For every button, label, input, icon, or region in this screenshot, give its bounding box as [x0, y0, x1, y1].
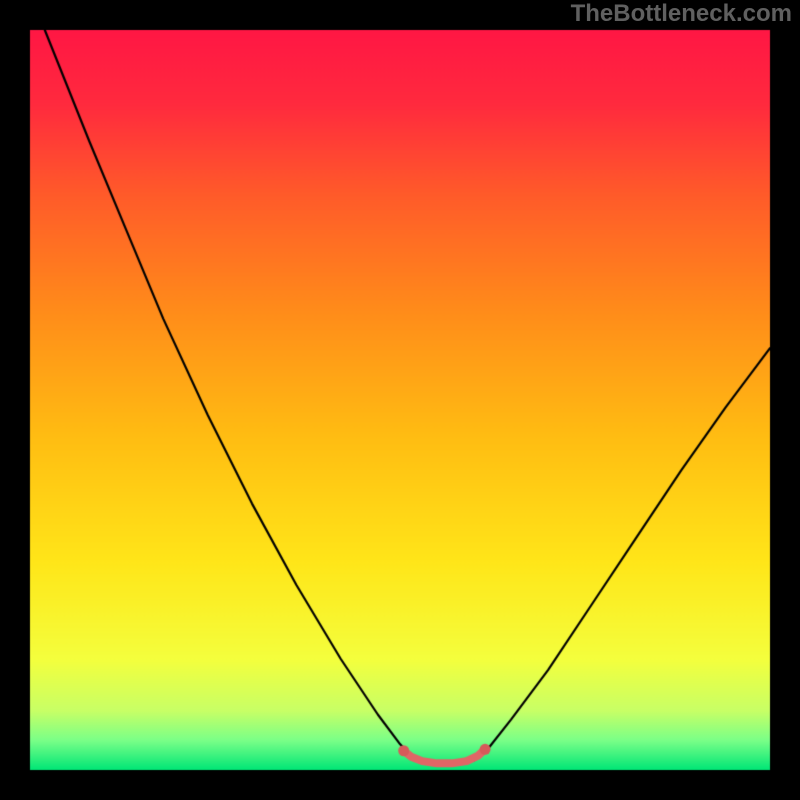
chart-root: TheBottleneck.com [0, 0, 800, 800]
bottleneck-chart-canvas [0, 0, 800, 800]
